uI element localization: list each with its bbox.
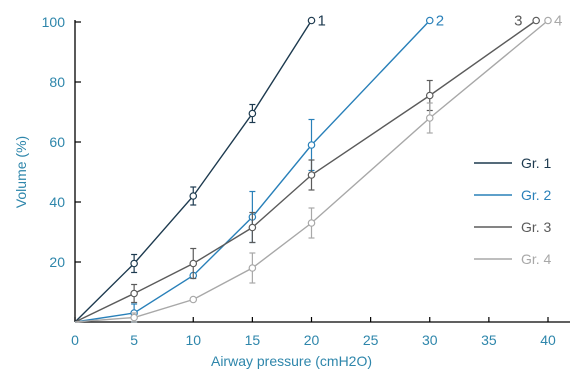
series-1-end-label: 1: [318, 13, 326, 30]
series-1: 1: [74, 13, 326, 323]
series-3: 3: [74, 13, 540, 323]
series-4-point-4: [307, 219, 316, 227]
series-2: 2: [74, 13, 444, 323]
series-3-line: [74, 19, 537, 323]
series-1-point-2: [189, 192, 198, 200]
x-tick-label-35: 35: [481, 332, 497, 348]
y-axis-label: Volume (%): [13, 136, 29, 208]
series-3-point-2: [189, 259, 198, 268]
x-axis-label: Airway pressure (cmH2O): [211, 353, 372, 369]
legend: Gr. 1 Gr. 2 Gr. 3 Gr. 4: [474, 155, 552, 267]
axes: 0 5 10 15 20 25 30 35 40 20 40 60 80 100: [42, 14, 570, 348]
series-4-point-5: [425, 114, 434, 122]
y-tick-label-20: 20: [49, 254, 65, 270]
x-tick-label-15: 15: [245, 332, 261, 348]
series-1-point-4: [307, 16, 316, 25]
x-tick-label-30: 30: [422, 332, 438, 348]
y-tick-label-40: 40: [49, 194, 65, 210]
x-tick-label-20: 20: [304, 332, 320, 348]
legend-label-2: Gr. 2: [521, 187, 552, 203]
legend-label-4: Gr. 4: [521, 251, 552, 267]
x-tick-label-0: 0: [71, 332, 79, 348]
series-4-end-label: 4: [554, 13, 562, 30]
series-3-point-6: [532, 16, 540, 25]
x-tick-label-25: 25: [363, 332, 379, 348]
y-tick-label-60: 60: [49, 134, 65, 150]
x-tick-label-5: 5: [130, 332, 138, 348]
series-4-point-3: [248, 264, 257, 272]
series-3-end-label: 3: [514, 13, 522, 30]
x-tick-label-10: 10: [185, 332, 201, 348]
legend-label-1: Gr. 1: [521, 155, 552, 171]
series-4-point-6: [544, 16, 552, 25]
series-3-point-3: [248, 223, 257, 232]
series-1-point-1: [130, 259, 138, 268]
series-2-point-4: [307, 141, 316, 149]
series-4: 4: [74, 13, 562, 323]
y-tick-label-80: 80: [49, 74, 65, 90]
x-tick-label-40: 40: [540, 332, 556, 348]
y-tick-label-100: 100: [42, 14, 66, 30]
series-4-point-1: [130, 313, 138, 322]
series-3-point-1: [130, 289, 138, 298]
series-layer: 1 2 3 4: [74, 13, 562, 323]
series-3-point-5: [425, 91, 434, 100]
series-2-point-5: [425, 16, 434, 25]
series-1-point-3: [248, 109, 257, 118]
series-4-point-2: [189, 295, 198, 304]
series-2-end-label: 2: [436, 13, 444, 30]
legend-label-3: Gr. 3: [521, 219, 552, 235]
series-3-point-4: [307, 171, 316, 179]
